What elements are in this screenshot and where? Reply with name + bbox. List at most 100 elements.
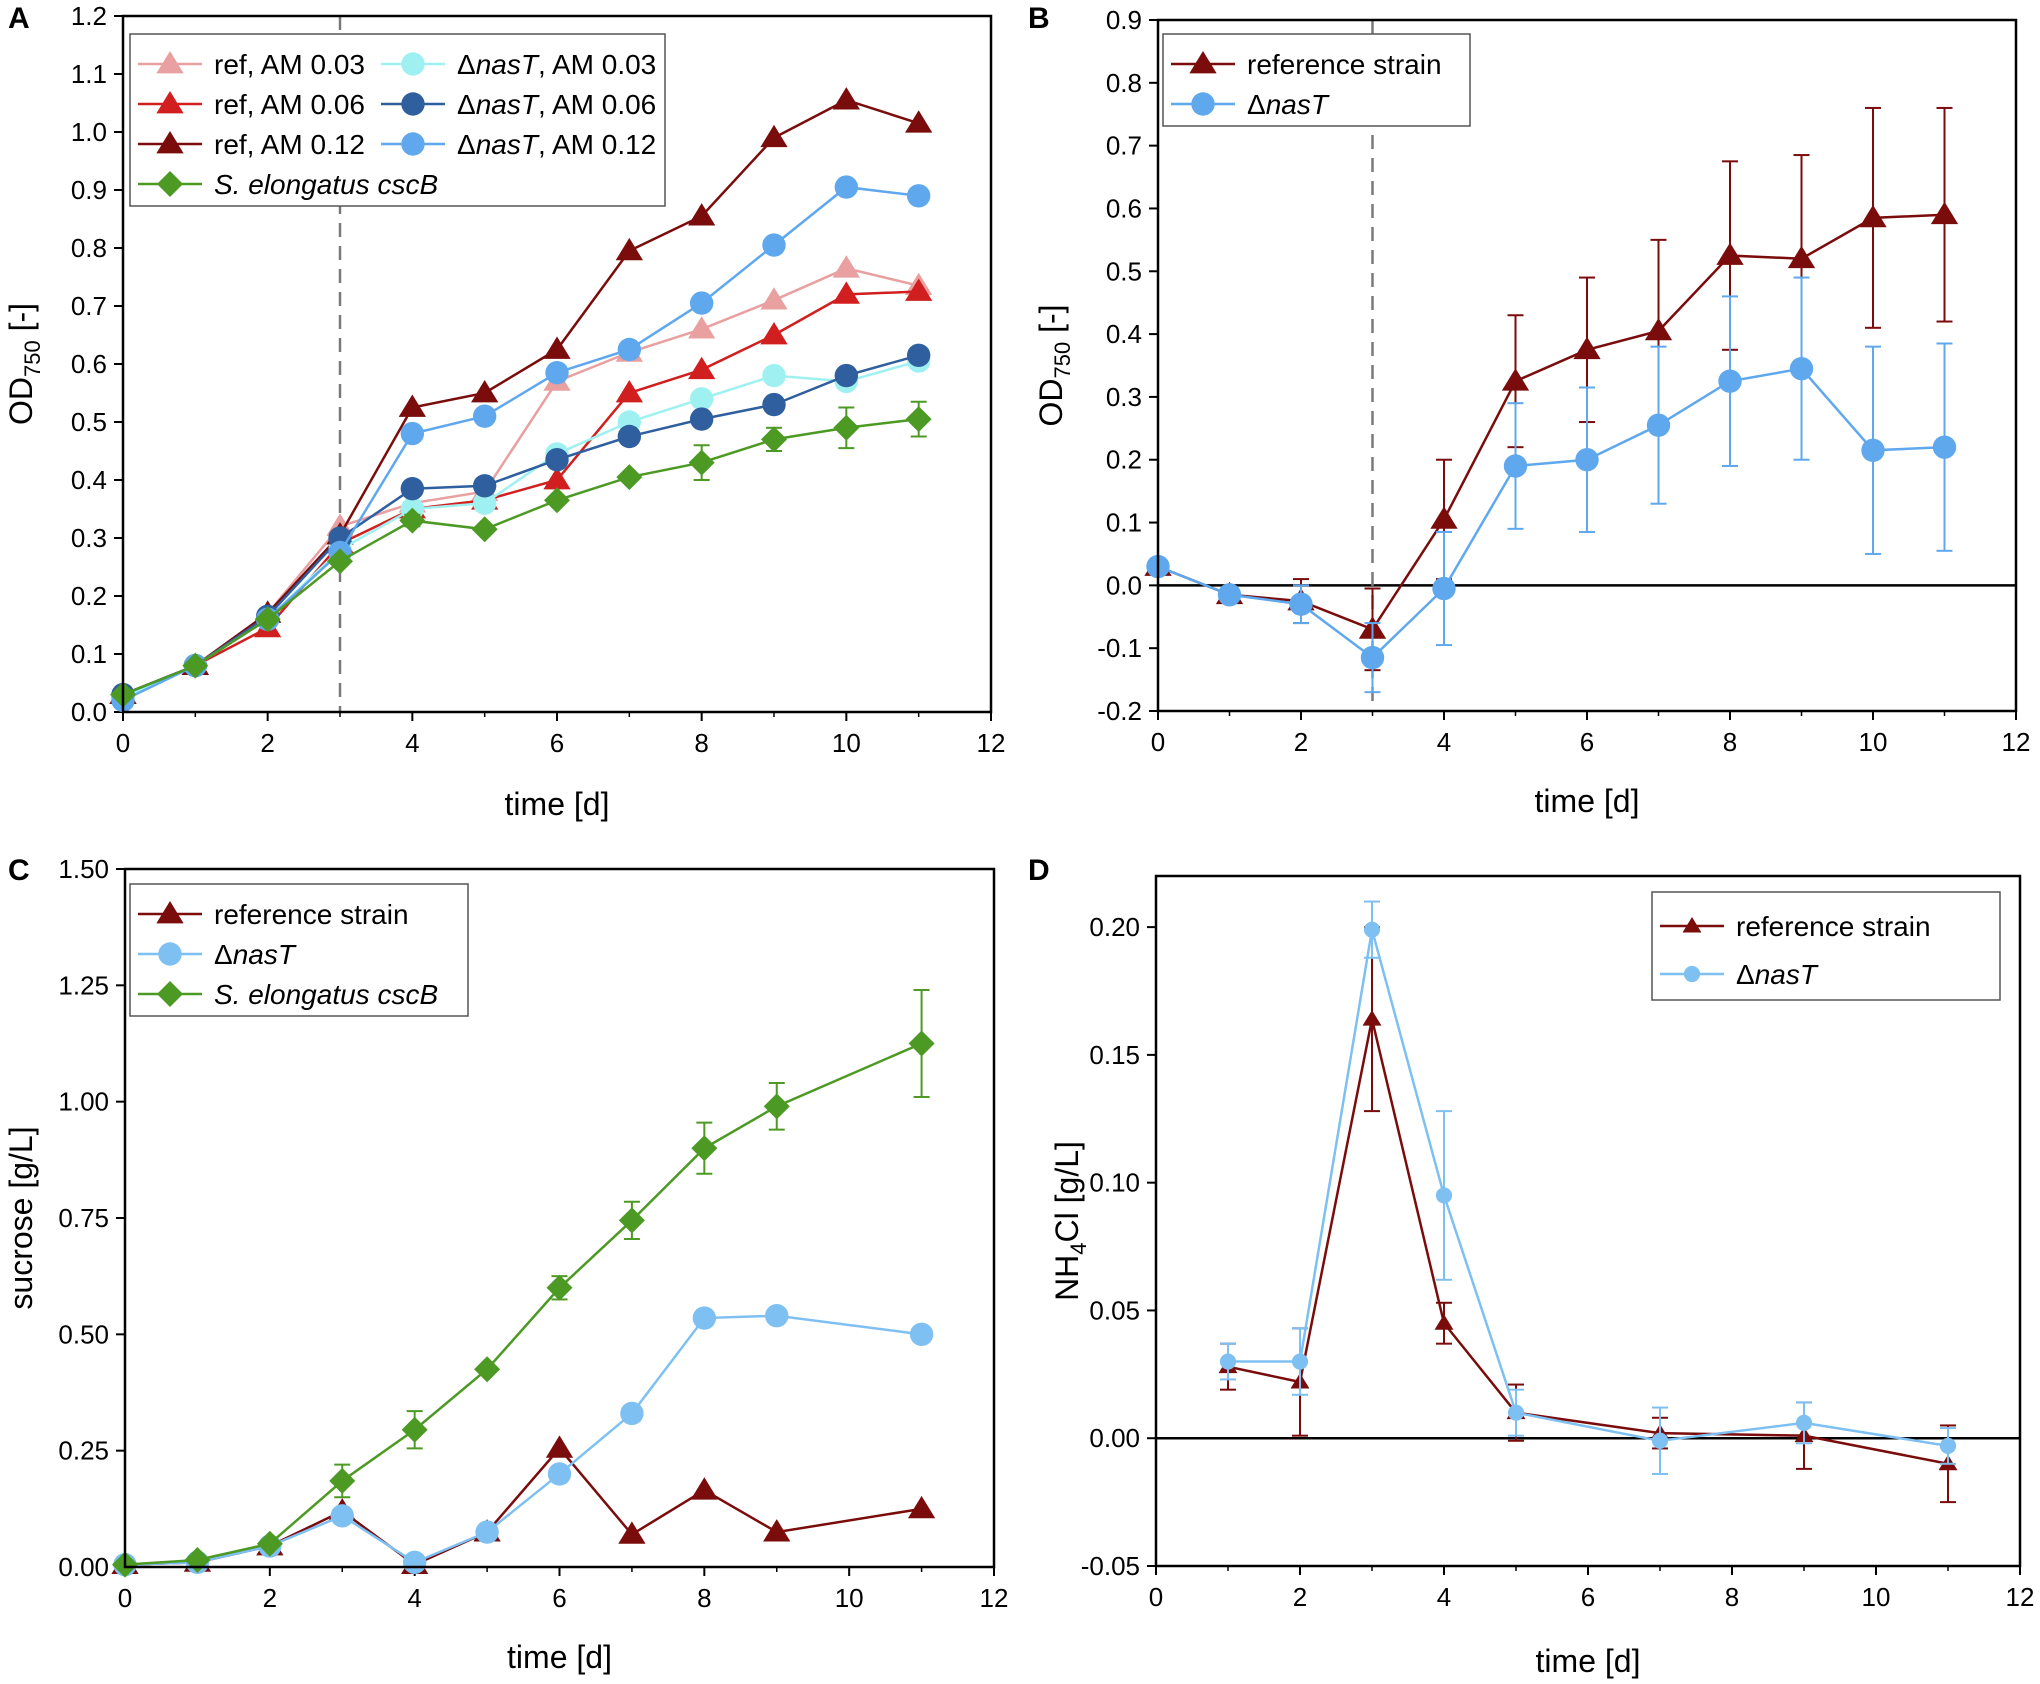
legend-label: ΔnasT, AM 0.03 [457,49,656,80]
series-5 [111,175,931,713]
legend-label-part: Δ [1736,959,1755,990]
series-line [122,354,920,696]
data-point [398,394,426,417]
series-0 [1144,106,1959,672]
legend-entry: ΔnasT [1171,89,1330,120]
data-point [1360,645,1385,670]
data-point [833,414,860,441]
data-point [546,1274,573,1301]
legend-label: ΔnasT [1736,959,1819,990]
y-tick-label: 0.4 [71,465,107,495]
x-tick-label: 12 [980,1583,1009,1613]
y-tick-label: 0.75 [58,1203,109,1233]
y-tick-label: 0.4 [1106,319,1142,349]
data-point [1219,1353,1237,1370]
legend-marker [1189,51,1217,74]
data-point [762,363,786,388]
y-axis-label-rest: Cl [g/L] [1049,1141,1085,1242]
data-point [327,548,353,575]
chart-panel-C: C 0 2 4 6 8 10 12 0.00 0.25 0.50 0.75 1.00 1.25 1.50 ti… [3,854,1008,1675]
y-tick-label: 0.0 [71,697,107,727]
y-axis-label-rest: [-] [3,303,39,340]
y-tick-label: 0.1 [1106,508,1142,538]
legend-box [129,33,666,207]
x-tick-label: 12 [977,728,1006,758]
data-point [1646,413,1671,437]
data-point [543,336,571,359]
legend-entry: S. elongatus cscB [138,979,438,1010]
data-point [1503,454,1528,478]
legend-marker [401,132,425,156]
data-point [1644,317,1673,341]
series-line [124,1042,923,1566]
data-point [1861,438,1885,463]
data-point [1432,576,1456,601]
data-point [1932,435,1957,459]
data-point [401,1416,428,1443]
data-point [620,1401,644,1426]
data-point [760,287,788,310]
x-tick-label: 12 [2002,727,2031,757]
y-tick-label: 0.25 [58,1436,109,1466]
y-tick-label: 1.50 [58,854,109,884]
data-point [544,487,570,514]
y-tick-label: 0.5 [71,407,107,437]
data-point [1575,448,1599,472]
data-point [834,363,859,388]
series-line [122,185,919,702]
y-axis-label-main: sucrose [g/L] [3,1126,39,1309]
data-point [760,124,788,148]
plot-frame [123,867,996,1569]
y-axis-label: OD750 [-] [1033,304,1075,426]
x-tick-label: 10 [832,728,861,758]
legend-entry: ΔnasT [138,939,297,970]
data-point [909,1322,934,1347]
data-point [832,281,860,304]
data-point [908,1030,935,1057]
legend-entry: reference strain [138,899,409,930]
series-6 [110,400,932,708]
data-point [905,406,932,433]
plot-frame [1154,874,2022,1568]
data-point [475,1520,499,1544]
x-tick-label: 6 [550,728,564,758]
data-point [1939,1437,1957,1454]
data-point [1573,336,1601,360]
x-tick-label: 4 [1437,1582,1451,1612]
data-point [688,356,716,380]
data-point [1363,921,1381,938]
data-point [689,407,714,431]
legend-entry: reference strain [1171,49,1442,80]
panel-letter: C [8,854,30,887]
series-line [122,290,919,696]
legend-entry: ref, AM 0.12 [138,129,365,160]
series-line [124,1446,922,1567]
legend: reference strain ΔnasT [1651,891,2001,1001]
legend-label-italic: nasT [476,89,540,120]
x-tick-label: 8 [1725,1582,1739,1612]
y-tick-label: 0.0 [1106,570,1142,600]
y-axis-label-main: OD [3,377,39,425]
data-point [689,387,714,411]
legend-entry: ΔnasT [1660,959,1819,990]
y-tick-label: 0.6 [1106,193,1142,223]
y-tick-label: 0.8 [71,233,107,263]
data-point [472,491,497,515]
y-tick-label: 0.00 [58,1552,109,1582]
data-point [545,361,569,385]
data-point [688,449,715,476]
data-point [474,1356,501,1383]
data-point [1501,368,1530,391]
data-point [1651,1432,1669,1449]
series-1 [1146,276,1957,694]
legend-label-italic: nasT [476,129,540,160]
legend-label: ref, AM 0.12 [214,129,365,160]
legend: reference strain ΔnasT S. elongatus cscB [129,883,469,1017]
x-tick-label: 10 [1859,727,1888,757]
data-point [1435,1187,1453,1204]
x-axis-label: time [d] [1535,783,1640,819]
chart-panel-D: D 0 2 4 6 8 10 12 -0.05 0.00 0.05 0.10 0.15 0.20 time … [1028,854,2034,1679]
data-point [1787,245,1816,269]
panel-letter: D [1028,854,1050,887]
data-point [472,474,497,498]
